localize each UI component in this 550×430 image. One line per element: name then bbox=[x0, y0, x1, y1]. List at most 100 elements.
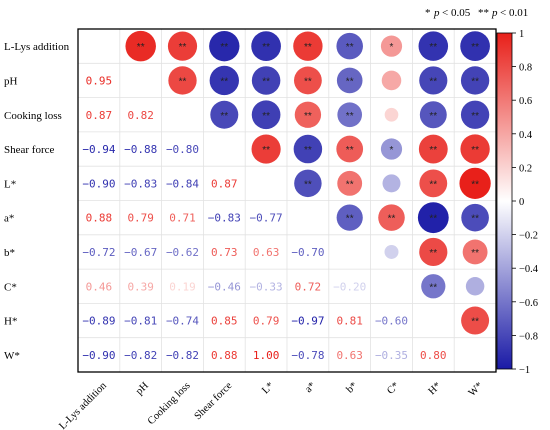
significance-mark: ** bbox=[346, 42, 354, 53]
correlation-circle bbox=[251, 100, 281, 130]
significance-mark: ** bbox=[429, 76, 437, 87]
correlation-circle bbox=[382, 174, 401, 193]
coefficient-label: 0.79 bbox=[127, 212, 154, 225]
column-label: L* bbox=[260, 380, 276, 396]
correlation-circle bbox=[125, 30, 156, 62]
significance-mark: ** bbox=[346, 145, 354, 156]
significance-mark: ** bbox=[220, 42, 228, 53]
correlation-circle bbox=[293, 66, 322, 95]
correlation-circle bbox=[460, 134, 490, 164]
correlation-circle bbox=[337, 102, 363, 128]
correlation-circle bbox=[381, 70, 402, 91]
row-label: a* bbox=[4, 213, 14, 225]
coefficient-label: −0.82 bbox=[124, 349, 157, 362]
legend-double-cond: < 0.01 bbox=[500, 7, 528, 19]
significance-mark: ** bbox=[179, 42, 187, 53]
coefficient-label: 0.63 bbox=[336, 349, 363, 362]
coefficient-label: −0.81 bbox=[124, 315, 157, 328]
significance-mark: ** bbox=[429, 248, 437, 259]
coefficient-label: 1.00 bbox=[253, 349, 280, 362]
column-label: W* bbox=[467, 380, 486, 399]
significance-mark: ** bbox=[429, 145, 437, 156]
coefficient-label: 0.79 bbox=[253, 315, 280, 328]
correlation-circle bbox=[460, 66, 490, 95]
coefficient-label: −0.94 bbox=[82, 143, 115, 156]
colorbar-tick-label: −0.8 bbox=[519, 331, 538, 342]
coefficient-label: −0.33 bbox=[250, 280, 283, 293]
correlation-circle bbox=[168, 66, 197, 95]
coefficient-label: −0.88 bbox=[124, 143, 157, 156]
row-label: b* bbox=[4, 247, 15, 259]
correlation-circle bbox=[294, 101, 322, 128]
significance-mark: ** bbox=[471, 145, 479, 156]
coefficient-label: 0.71 bbox=[169, 212, 196, 225]
correlation-circle bbox=[293, 134, 323, 164]
column-label: Shear force bbox=[193, 380, 235, 422]
colorbar-tick-label: −1 bbox=[519, 365, 530, 376]
significance-mark: ** bbox=[429, 42, 437, 53]
coefficient-label: 0.88 bbox=[211, 349, 238, 362]
significance-mark: ** bbox=[262, 111, 270, 122]
row-label: Shear force bbox=[4, 144, 55, 156]
correlation-circle bbox=[380, 35, 403, 57]
correlation-circle bbox=[421, 274, 446, 299]
correlation-circle bbox=[336, 135, 364, 163]
significance-mark: ** bbox=[471, 317, 479, 328]
correlation-circle bbox=[336, 204, 363, 231]
coefficient-label: 0.80 bbox=[420, 349, 447, 362]
row-label: H* bbox=[4, 316, 17, 328]
correlation-circle bbox=[210, 100, 239, 129]
significance-mark: * bbox=[390, 42, 394, 53]
row-label: L-Lys addition bbox=[4, 41, 70, 53]
coefficient-label: −0.97 bbox=[291, 315, 324, 328]
coefficient-label: 0.87 bbox=[86, 109, 113, 122]
correlation-circle bbox=[251, 134, 281, 164]
legend-double-p: p bbox=[491, 7, 498, 19]
correlation-circle bbox=[460, 31, 490, 61]
significance-mark: * bbox=[390, 145, 394, 156]
correlation-circle bbox=[167, 31, 198, 61]
legend-single-cond: < 0.05 bbox=[442, 7, 471, 19]
significance-mark: ** bbox=[471, 76, 479, 87]
colorbar-tick-label: −0.2 bbox=[519, 231, 538, 242]
significance-mark: ** bbox=[429, 179, 437, 190]
coefficient-label: 0.81 bbox=[336, 315, 363, 328]
row-label: pH bbox=[4, 75, 18, 87]
significance-mark: ** bbox=[346, 179, 354, 190]
correlation-circle bbox=[336, 67, 363, 94]
colorbar-gradient bbox=[496, 32, 513, 370]
coefficient-label: −0.84 bbox=[166, 177, 199, 190]
coefficient-label: −0.46 bbox=[208, 280, 241, 293]
significance-mark: ** bbox=[304, 42, 312, 53]
correlation-circle bbox=[419, 237, 448, 267]
correlation-circle bbox=[337, 170, 363, 196]
correlation-circle bbox=[461, 203, 489, 232]
correlation-circle bbox=[462, 239, 488, 265]
colorbar: −1 −0.8 −0.6 −0.4 −0.2 0 0.2 0.4 0.6 0.8 1 bbox=[496, 29, 539, 376]
significance-mark: ** bbox=[429, 282, 437, 293]
colorbar-tick-label: 0.4 bbox=[519, 130, 533, 141]
correlation-circle bbox=[418, 31, 449, 61]
row-label: Cooking loss bbox=[4, 110, 62, 122]
matrix-cells: 0.95**0.87**0.82**−0.94**−0.88**−0.80**−… bbox=[82, 30, 491, 362]
coefficient-label: −0.62 bbox=[166, 246, 199, 259]
coefficient-label: −0.77 bbox=[250, 212, 283, 225]
significance-mark: ** bbox=[179, 76, 187, 87]
coefficient-label: 0.73 bbox=[211, 246, 238, 259]
colorbar-tick-label: 0.2 bbox=[519, 163, 532, 174]
coefficient-label: −0.72 bbox=[82, 246, 115, 259]
correlation-circle bbox=[419, 66, 448, 95]
significance-mark: ** bbox=[388, 214, 396, 225]
coefficient-label: 0.87 bbox=[211, 177, 238, 190]
correlation-circle bbox=[251, 31, 281, 61]
coefficient-label: −0.90 bbox=[82, 177, 115, 190]
coefficient-label: −0.60 bbox=[375, 315, 408, 328]
row-labels: L-Lys addition pH Cooking loss Shear force L… bbox=[4, 41, 70, 362]
row-label: C* bbox=[4, 281, 17, 293]
significance-mark: ** bbox=[346, 214, 354, 225]
correlation-circle bbox=[293, 31, 323, 61]
coefficient-label: −0.90 bbox=[82, 349, 115, 362]
significance-mark: ** bbox=[429, 214, 437, 225]
